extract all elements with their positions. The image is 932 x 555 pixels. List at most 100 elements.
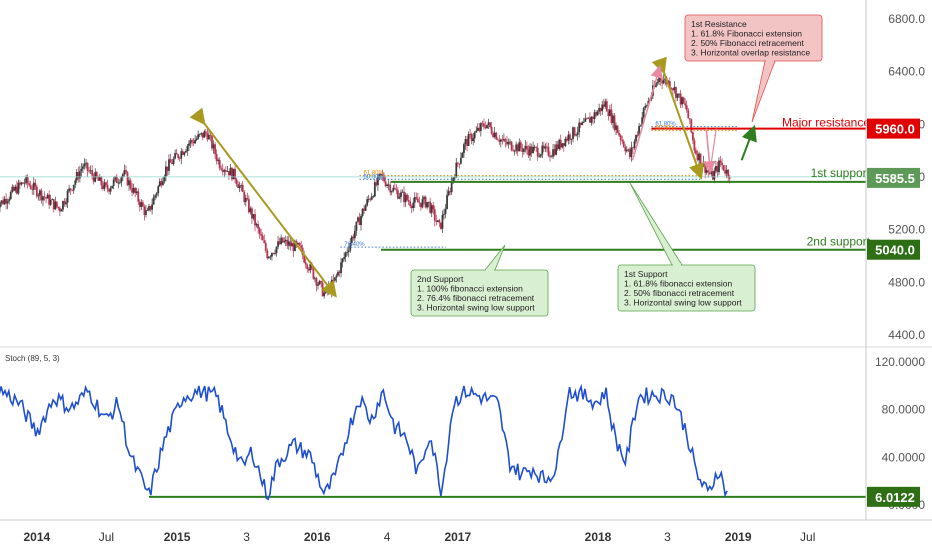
- candle-body: [78, 171, 81, 179]
- candle-body: [137, 191, 140, 202]
- candle-body: [401, 191, 404, 193]
- candle-body: [158, 181, 161, 187]
- candle-body: [3, 198, 6, 205]
- candle-body: [527, 149, 530, 156]
- candle-body: [564, 138, 567, 146]
- candle-body: [416, 198, 419, 203]
- candle-body: [186, 145, 189, 152]
- candle-body: [274, 253, 276, 254]
- candle-body: [519, 142, 522, 149]
- annotation-second-support-box: [410, 269, 549, 317]
- candle-body: [85, 162, 87, 164]
- candle-body: [366, 199, 369, 206]
- candle-body: [86, 162, 89, 171]
- candle-body: [635, 134, 637, 142]
- candle-body: [632, 147, 634, 149]
- candle-body: [269, 256, 272, 258]
- candle-body: [355, 221, 358, 231]
- candle-body: [102, 185, 104, 189]
- candle-body: [22, 182, 24, 184]
- candle-body: [599, 107, 602, 112]
- x-tick-label: 2017: [444, 530, 471, 544]
- candle-body: [386, 184, 389, 186]
- candle-body: [509, 141, 511, 143]
- candle-body: [212, 144, 215, 149]
- candle-body: [567, 134, 570, 141]
- candle-body: [318, 280, 321, 285]
- candle-body: [209, 135, 212, 136]
- candle-body: [601, 104, 604, 112]
- candle-body: [341, 258, 344, 263]
- candle-body: [255, 223, 258, 226]
- candle-body: [2, 200, 4, 205]
- candle-body: [126, 172, 129, 186]
- stoch-indicator-label: Stoch (89, 5, 3): [5, 354, 60, 363]
- candle-body: [573, 127, 576, 136]
- candle-body: [530, 146, 533, 154]
- candle-body: [466, 139, 468, 146]
- candle-body: [461, 152, 464, 158]
- candle-body: [138, 201, 141, 207]
- candle-body: [48, 194, 51, 205]
- candle-body: [536, 147, 539, 157]
- annotation-first-support-box: [617, 264, 756, 312]
- candle-body: [80, 168, 83, 172]
- candle-body: [441, 214, 444, 229]
- candle-body: [347, 250, 350, 252]
- candle-body: [553, 149, 556, 155]
- candle-body: [556, 144, 559, 150]
- candle-body: [114, 176, 117, 180]
- annotation-second-support-line-3: 3. Horizontal swing low support: [417, 303, 535, 313]
- candle-body: [407, 200, 410, 202]
- candle-body: [75, 172, 78, 181]
- candle-body: [117, 182, 120, 184]
- candle-body: [506, 141, 508, 145]
- candle-body: [352, 236, 355, 239]
- candle-body: [728, 177, 731, 179]
- candle-body: [473, 132, 476, 139]
- candle-body: [490, 126, 493, 134]
- candle-body: [613, 115, 616, 130]
- candle-body: [430, 205, 433, 213]
- candle-body: [469, 134, 472, 135]
- candle-body: [89, 170, 92, 172]
- candle-body: [501, 139, 504, 141]
- candle-body: [585, 118, 588, 120]
- candle-body: [552, 149, 554, 157]
- candle-body: [23, 182, 26, 184]
- candle-body: [375, 182, 378, 186]
- candle-body: [596, 111, 599, 116]
- candle-body: [495, 132, 498, 140]
- candle-body: [724, 170, 727, 174]
- candle-body: [243, 191, 246, 202]
- first-support-badge-label: 5585.5: [875, 171, 915, 186]
- candle-body: [118, 182, 121, 184]
- candle-body: [565, 138, 568, 141]
- candle-body: [11, 186, 14, 193]
- candle-body: [60, 209, 63, 212]
- candle-body: [595, 112, 597, 116]
- candle-body: [163, 176, 166, 182]
- candle-body: [326, 287, 329, 291]
- candle-body: [499, 139, 502, 142]
- candle-body: [693, 140, 696, 151]
- candle-body: [569, 134, 571, 140]
- candle-body: [283, 241, 286, 243]
- candle-body: [524, 145, 527, 149]
- candle-body: [258, 228, 261, 235]
- candle-body: [120, 177, 123, 183]
- candle-body: [621, 139, 624, 142]
- candle-body: [435, 220, 438, 222]
- candle-body: [361, 208, 364, 216]
- fib-support1-upper-label: 61.80%: [363, 171, 384, 177]
- candle-body: [125, 170, 127, 173]
- candle-body: [314, 278, 316, 280]
- olive-arrow-2018: [651, 56, 705, 180]
- candle-body: [46, 194, 49, 199]
- green-arrow-up: [740, 124, 757, 161]
- candle-body: [446, 195, 448, 209]
- candle-body: [304, 262, 307, 265]
- candle-body: [483, 123, 485, 127]
